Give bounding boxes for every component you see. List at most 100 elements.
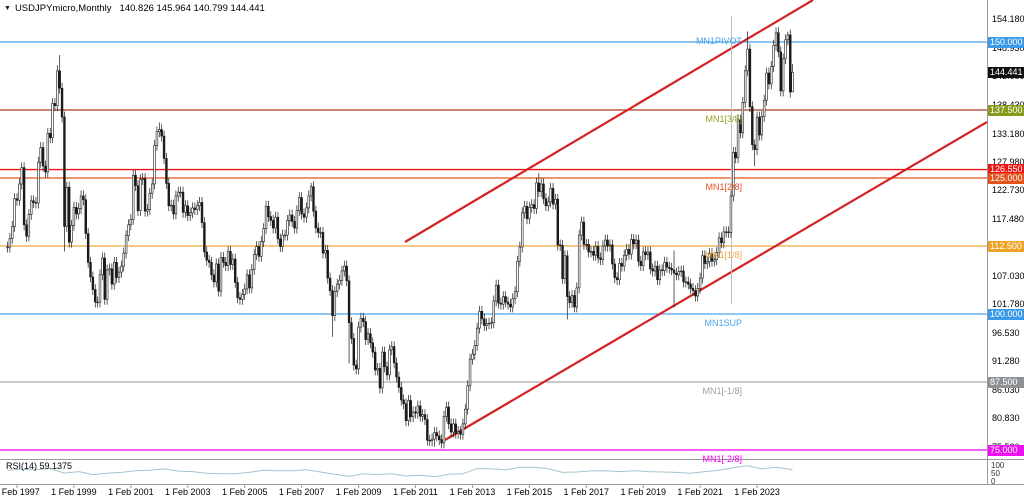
candle-body <box>212 274 216 283</box>
y-axis-label: 91.280 <box>992 356 1020 367</box>
candle-body <box>592 251 595 256</box>
candle-body <box>319 232 322 234</box>
price-badge-MN1[-2/8]: 75.000 <box>988 444 1024 456</box>
candle-body <box>725 231 728 233</box>
candle-body <box>480 310 484 320</box>
candle-body <box>461 423 465 435</box>
candle-body <box>231 258 235 265</box>
trendline-2[interactable] <box>444 121 988 441</box>
candle-body <box>682 270 685 283</box>
candle-body <box>653 265 657 272</box>
candle-body <box>440 439 443 444</box>
candle-body <box>475 327 479 346</box>
candle-body <box>634 239 638 245</box>
candle-body <box>779 51 782 92</box>
candle-body <box>611 244 614 265</box>
candle-body <box>687 281 690 285</box>
candle-body <box>409 400 412 418</box>
candle-body <box>48 133 52 139</box>
candle-body <box>708 253 711 263</box>
y-axis-label: 80.830 <box>992 413 1020 424</box>
candle-body <box>37 161 40 204</box>
candle-body <box>582 221 586 245</box>
candle-body <box>188 212 192 216</box>
candle-body <box>789 34 792 93</box>
candle-body <box>248 274 251 289</box>
candle-body <box>129 219 133 226</box>
candle-body <box>618 263 621 281</box>
candle-body <box>309 186 313 197</box>
candle-body <box>551 188 555 205</box>
candle-body <box>438 435 441 440</box>
candle-body <box>736 119 740 159</box>
candle-body <box>352 338 356 366</box>
candle-body <box>537 182 541 192</box>
candle-body <box>599 257 602 260</box>
candle-body <box>509 303 512 308</box>
candle-body <box>167 183 170 207</box>
candle-body <box>72 207 76 226</box>
candle-body <box>689 283 692 289</box>
candle-body <box>196 205 199 210</box>
candle-body <box>720 237 723 244</box>
x-axis-label: 1 Feb 2011 <box>393 487 438 497</box>
candle-body <box>449 423 453 433</box>
candle-body <box>487 322 491 325</box>
candle-body <box>684 281 688 284</box>
candle-body <box>205 251 208 261</box>
candle-body <box>388 349 391 376</box>
candle-body <box>392 346 396 364</box>
candle-body <box>698 277 702 289</box>
candle-body <box>6 246 9 249</box>
candle-body <box>30 200 33 215</box>
candle-body <box>781 58 785 92</box>
candle-body <box>307 195 310 209</box>
candle-body <box>312 186 315 212</box>
candle-body <box>772 44 775 67</box>
candle-body <box>226 251 230 266</box>
candle-body <box>51 103 54 139</box>
candle-body <box>390 346 393 351</box>
candle-body <box>155 131 159 146</box>
candle-body <box>113 262 116 285</box>
candle-body <box>473 345 476 355</box>
candle-body <box>267 205 270 217</box>
candle-body <box>447 406 450 425</box>
candle-body <box>357 326 360 370</box>
candle-body <box>554 198 557 205</box>
rsi-indicator-label: RSI(14) 59.1375 <box>6 461 73 471</box>
y-axis-label: 101.780 <box>992 299 1024 310</box>
candle-body <box>561 245 564 279</box>
candle-body <box>234 258 237 283</box>
candle-body <box>63 116 66 227</box>
candle-body <box>691 288 695 291</box>
candle-body <box>302 213 306 218</box>
candle-body <box>77 208 80 215</box>
candle-body <box>215 263 218 283</box>
candle-body <box>577 234 581 289</box>
candle-body <box>722 231 726 244</box>
candle-body <box>421 414 424 417</box>
candle-body <box>677 271 680 276</box>
candle-body <box>328 277 332 291</box>
candle-body <box>13 198 16 227</box>
candle-body <box>122 252 125 267</box>
candle-body <box>580 221 583 236</box>
candle-body <box>485 323 488 326</box>
candle-body <box>172 204 175 215</box>
candle-body <box>193 207 197 210</box>
symbol-dropdown-icon[interactable]: ▼ <box>4 5 11 12</box>
trendline-1[interactable] <box>404 0 814 243</box>
candle-body <box>696 288 699 297</box>
candle-body <box>423 414 427 420</box>
candle-body <box>354 364 358 370</box>
candle-body <box>658 269 662 281</box>
candle-body <box>252 254 256 270</box>
candle-body <box>566 255 569 297</box>
x-axis-label: 1 Feb 2017 <box>563 487 610 497</box>
price-badge-MN1[3/8]: 137.500 <box>988 104 1024 116</box>
y-axis-label: 127.980 <box>992 156 1024 167</box>
candle-body <box>200 202 204 223</box>
